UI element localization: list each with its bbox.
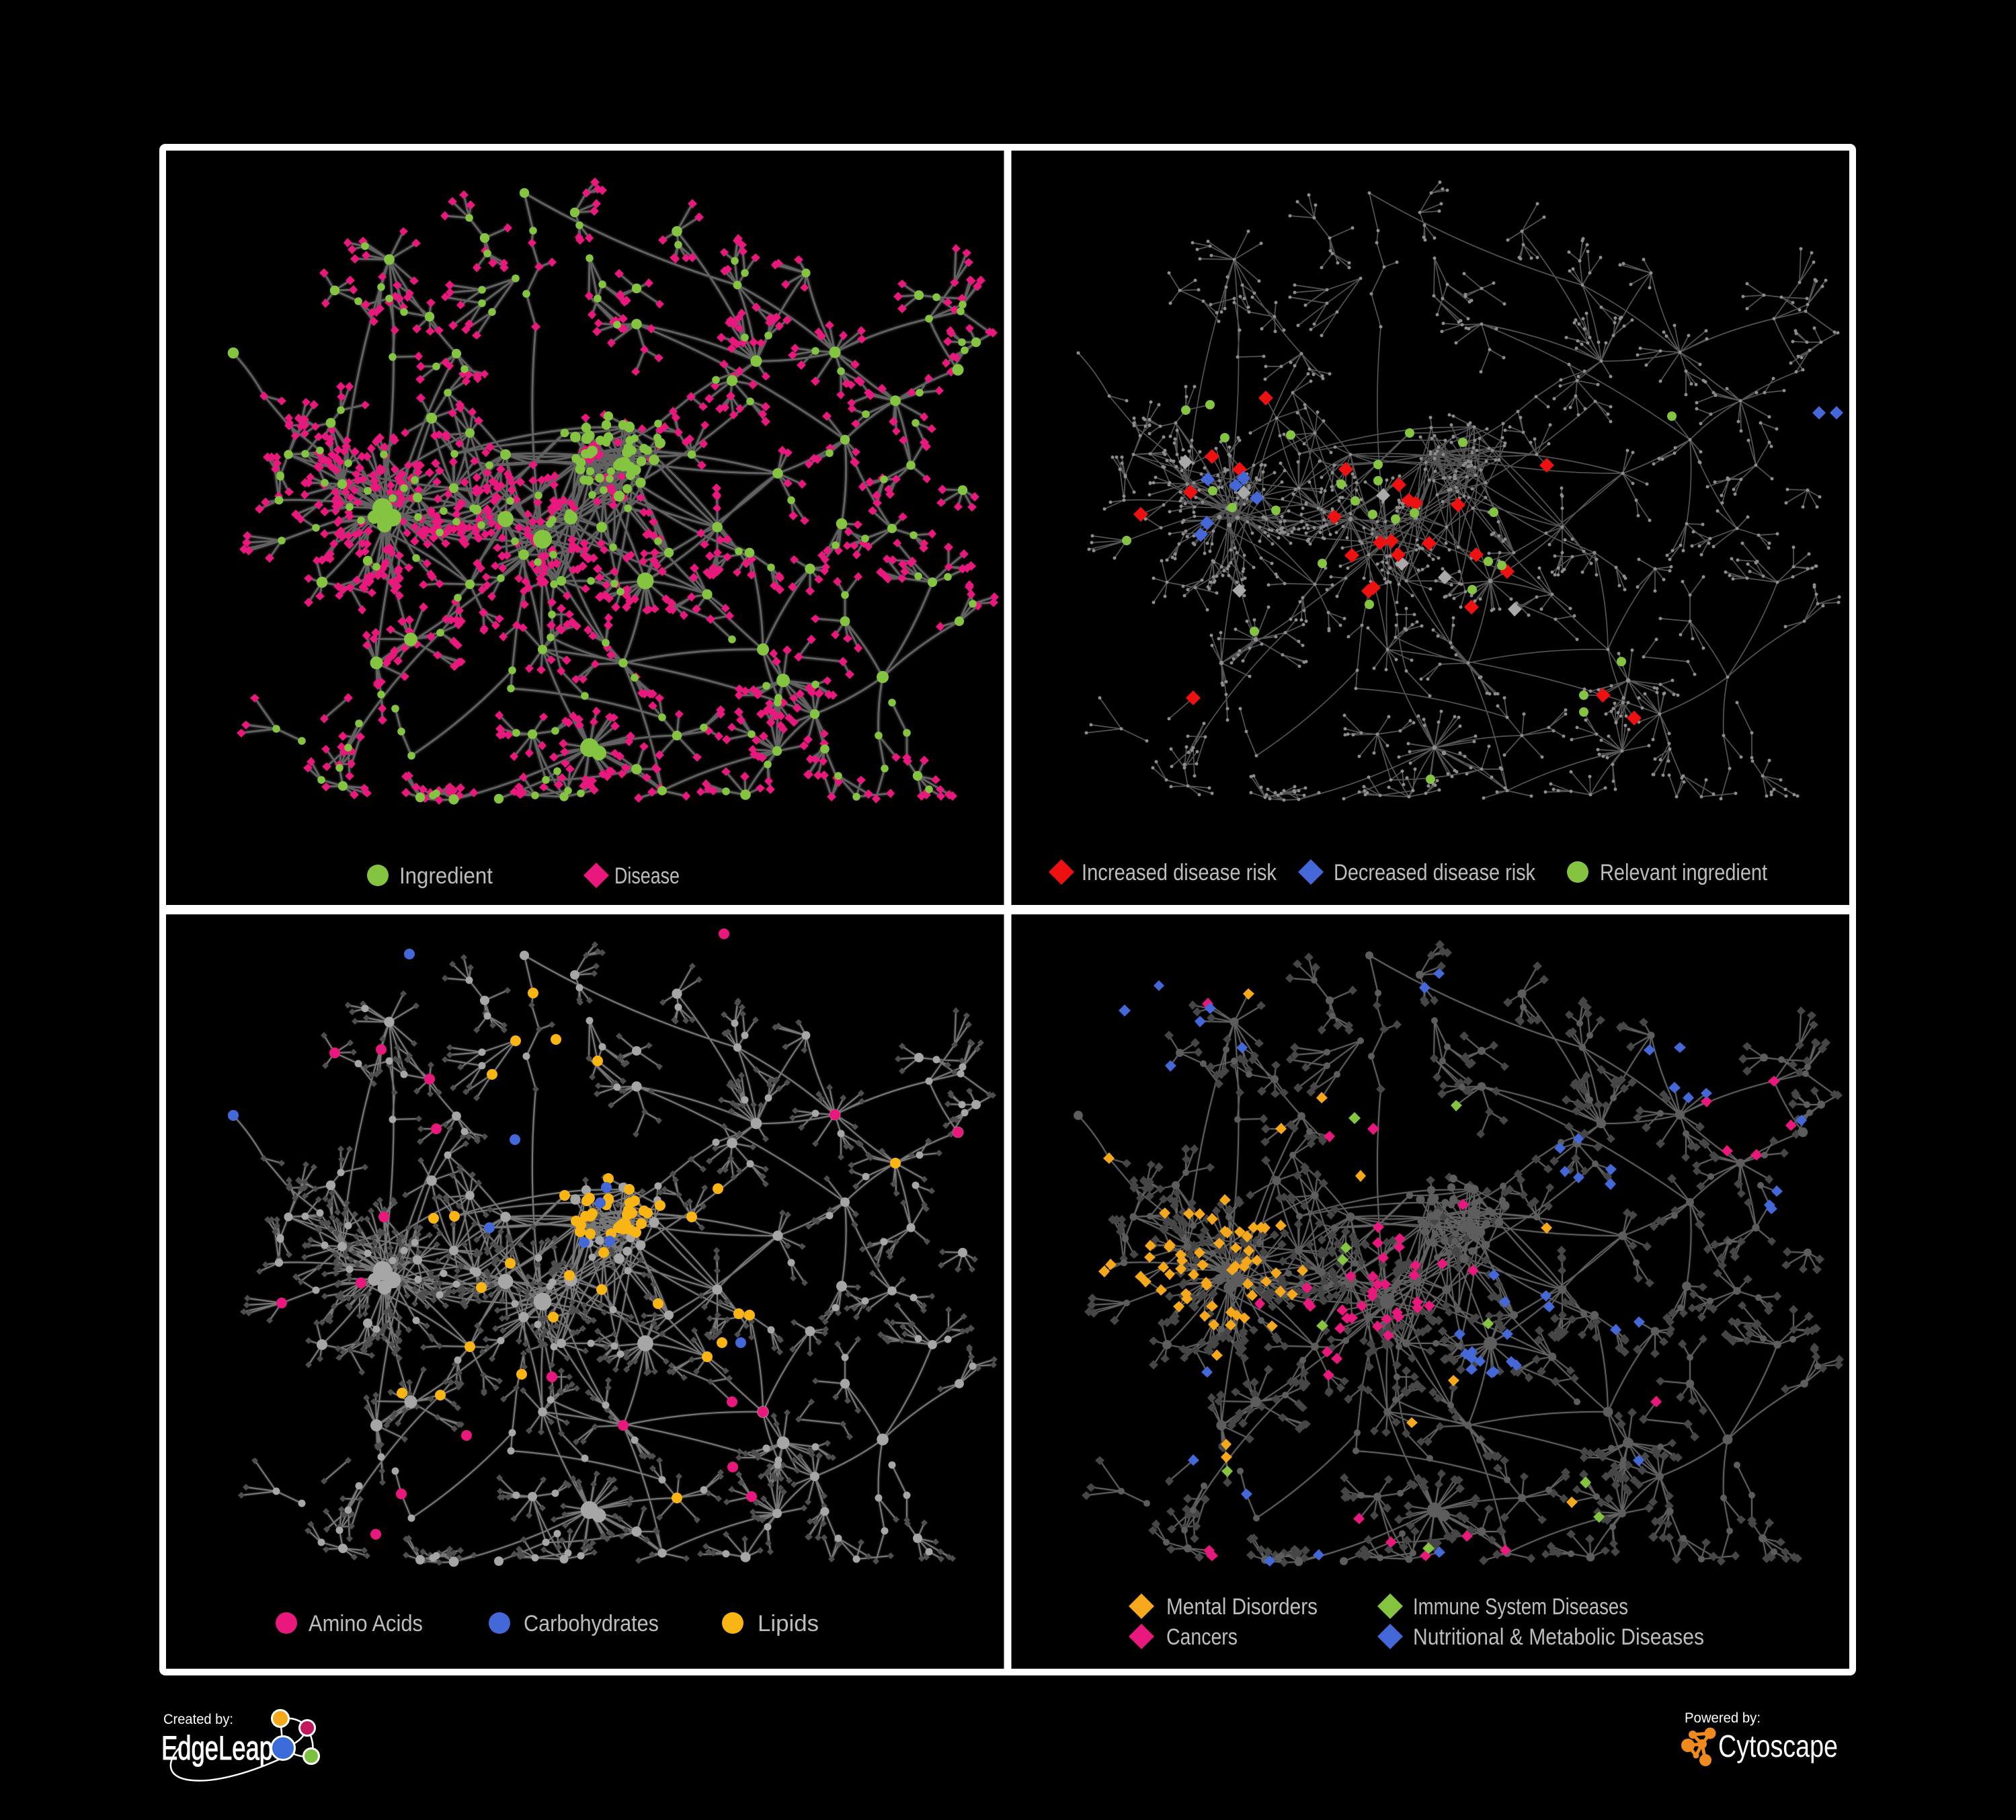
svg-text:Disease: Disease — [614, 863, 680, 889]
svg-text:Increased disease risk: Increased disease risk — [1082, 860, 1277, 885]
svg-text:Nutritional & Metabolic Diseas: Nutritional & Metabolic Diseases — [1413, 1624, 1704, 1650]
svg-text:Mental Disorders: Mental Disorders — [1166, 1594, 1318, 1620]
svg-text:Cancers: Cancers — [1166, 1624, 1238, 1650]
svg-text:Immune System Diseases: Immune System Diseases — [1413, 1594, 1628, 1620]
svg-text:Created by:: Created by: — [163, 1712, 233, 1727]
svg-text:Lipids: Lipids — [758, 1611, 819, 1636]
svg-text:Powered by:: Powered by: — [1685, 1710, 1761, 1726]
svg-text:Cytoscape: Cytoscape — [1718, 1729, 1838, 1764]
svg-text:Decreased disease risk: Decreased disease risk — [1334, 860, 1536, 885]
svg-text:Relevant ingredient: Relevant ingredient — [1600, 860, 1767, 885]
svg-text:Carbohydrates: Carbohydrates — [524, 1611, 659, 1636]
svg-text:Amino Acids: Amino Acids — [309, 1611, 423, 1636]
svg-text:EdgeLeap: EdgeLeap — [161, 1729, 273, 1767]
svg-text:Ingredient: Ingredient — [399, 863, 493, 889]
